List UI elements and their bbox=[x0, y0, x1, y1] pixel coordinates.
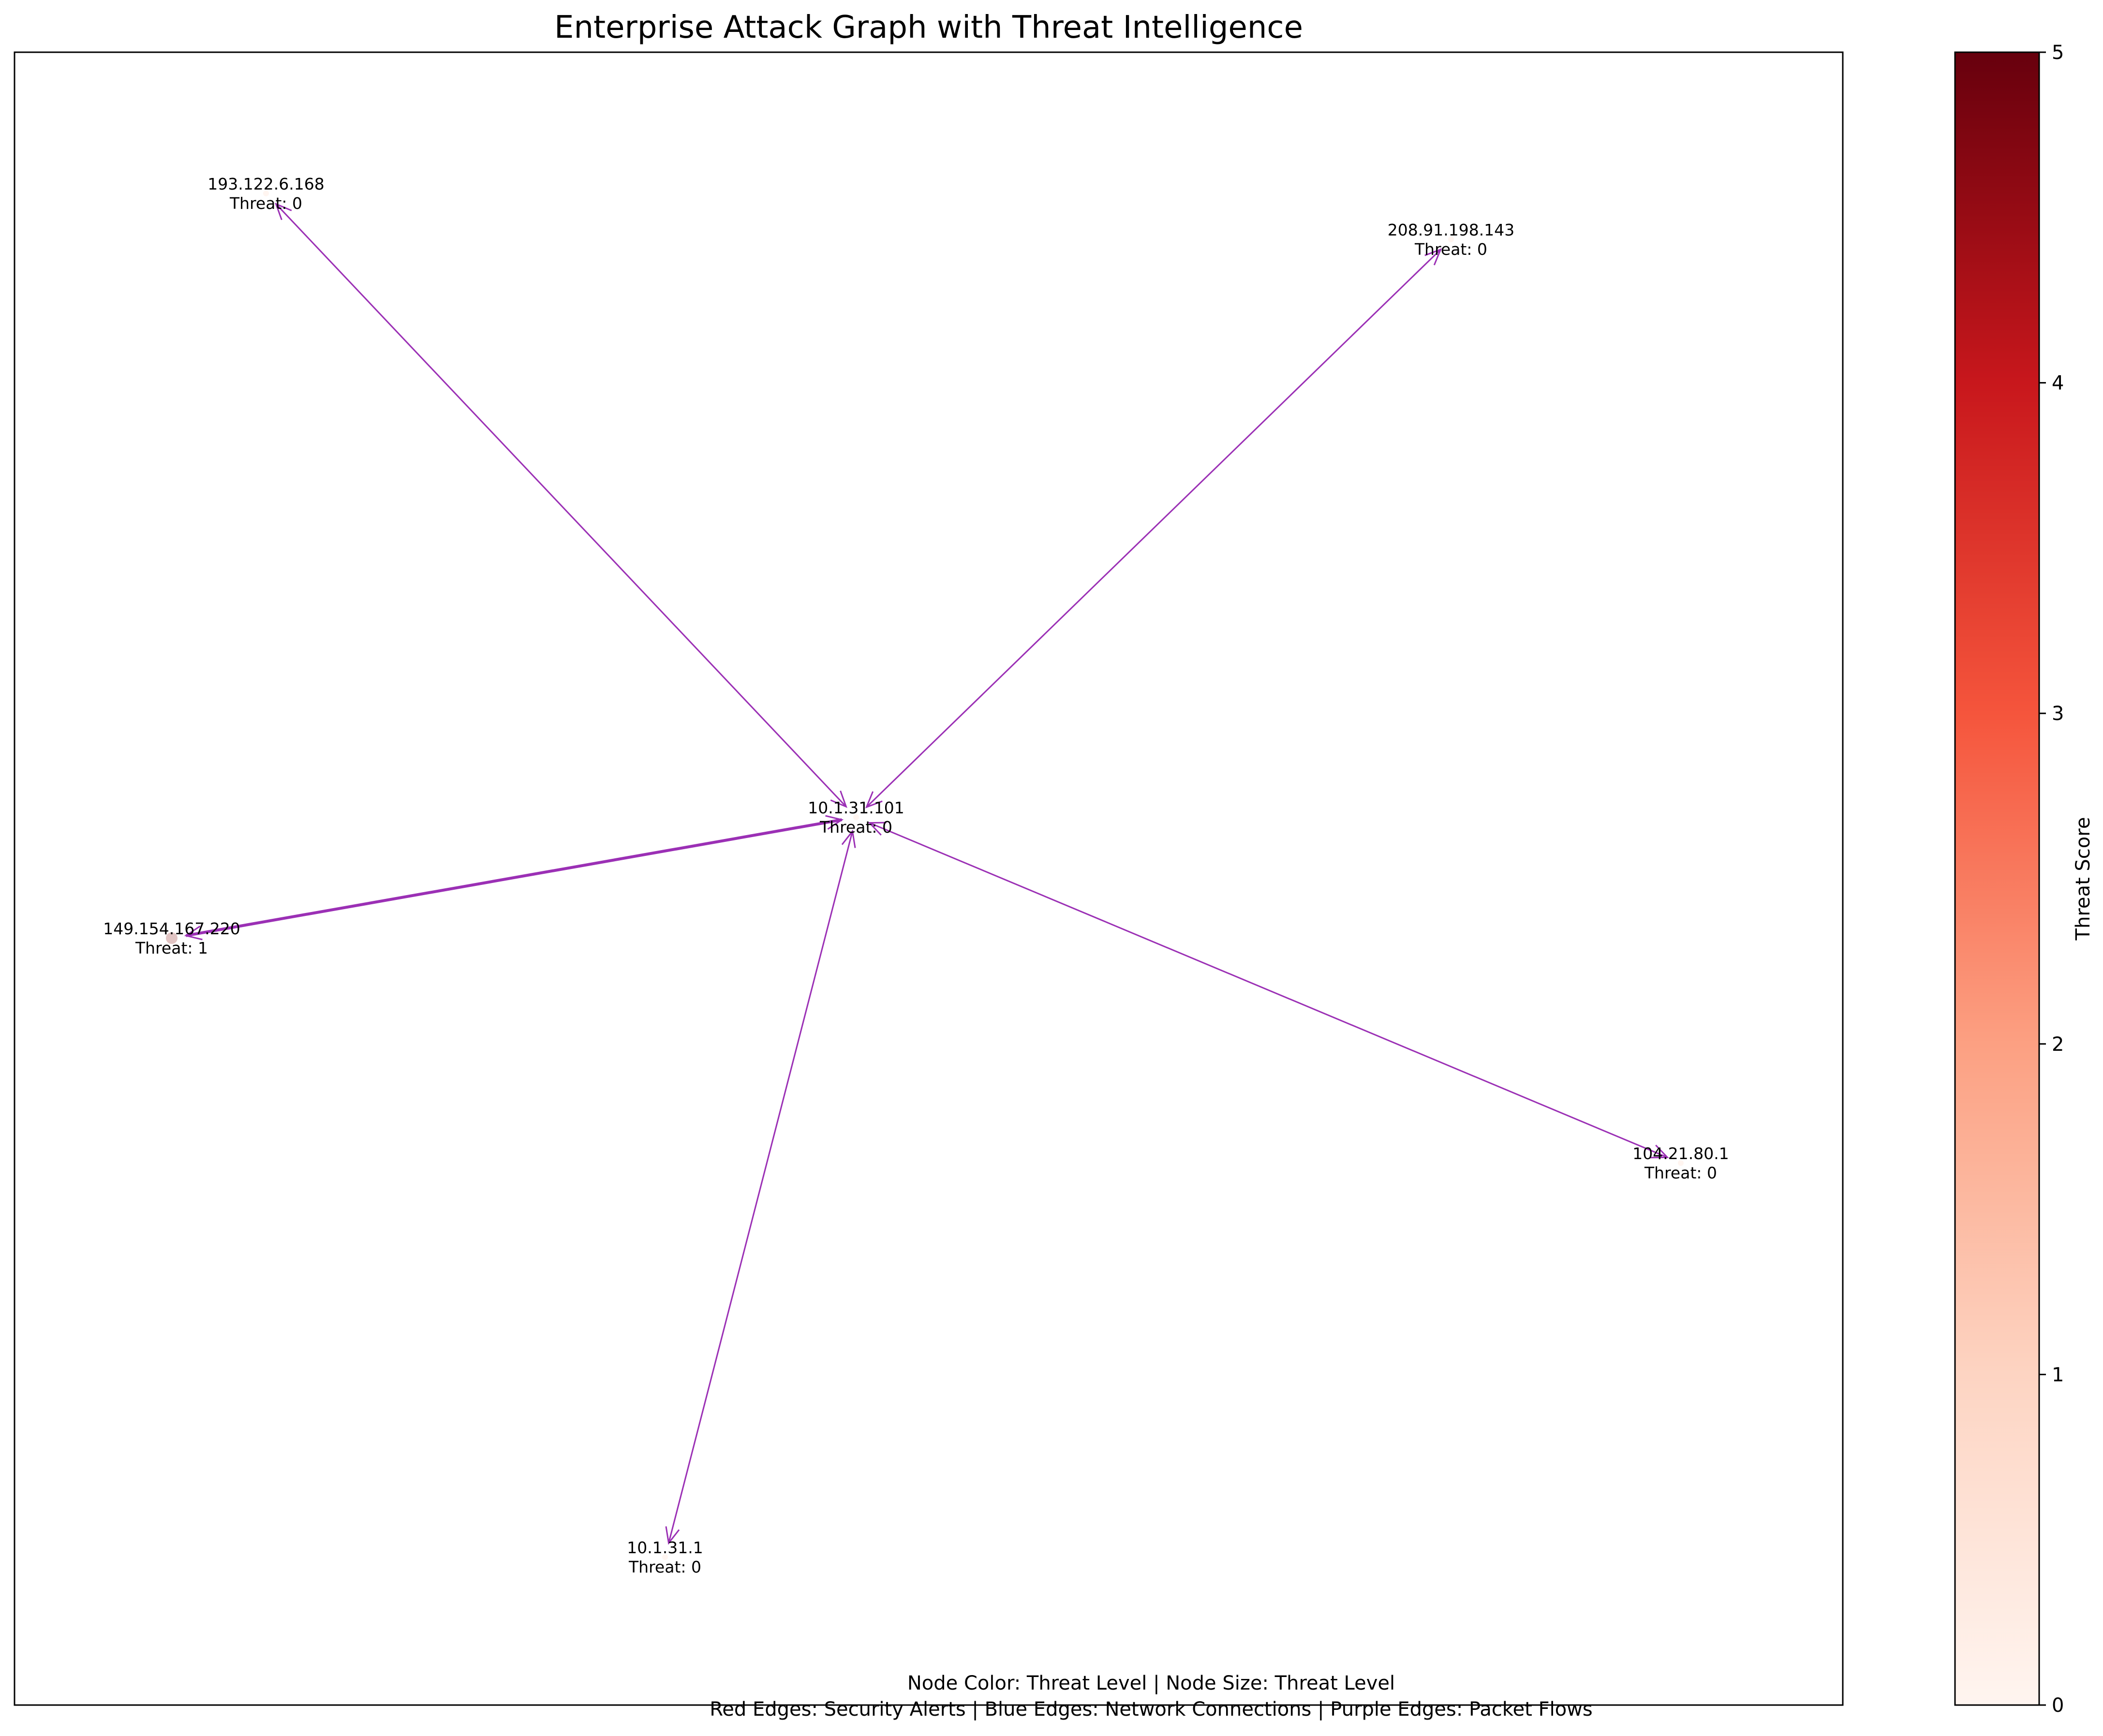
edge-10.1.31.101-104.21.80.1 bbox=[868, 822, 1669, 1159]
node-marker[interactable] bbox=[662, 1554, 668, 1560]
colorbar-gradient bbox=[1954, 51, 2040, 1706]
node-name-label: 208.91.198.143 bbox=[1388, 221, 1514, 239]
edge-10.1.31.101-149.154.167.220 bbox=[184, 815, 844, 941]
edge-arrowhead bbox=[184, 926, 203, 941]
edge-line bbox=[186, 818, 842, 937]
edge-arrowhead bbox=[830, 790, 847, 808]
node-name-label: 104.21.80.1 bbox=[1632, 1144, 1729, 1163]
colorbar-tick-label: 2 bbox=[2052, 1033, 2064, 1056]
edge-arrowhead bbox=[868, 822, 887, 836]
node-threat-label: Threat: 0 bbox=[819, 818, 892, 837]
colorbar-tick-label: 1 bbox=[2052, 1364, 2064, 1386]
plot-frame bbox=[14, 51, 1844, 1706]
node-name-label: 10.1.31.101 bbox=[808, 798, 904, 817]
edge-line bbox=[668, 831, 853, 1544]
edge-line bbox=[275, 203, 847, 808]
edge-arrowhead bbox=[275, 203, 292, 221]
node-threat-label: Threat: 0 bbox=[229, 194, 302, 213]
legend-caption-node: Node Color: Threat Level | Node Size: Th… bbox=[907, 1672, 1395, 1694]
edge-10.1.31.101-193.122.6.168 bbox=[275, 203, 847, 808]
node-name-label: 193.122.6.168 bbox=[207, 175, 324, 193]
node-threat-label: Threat: 0 bbox=[628, 1558, 701, 1576]
edge-arrowhead bbox=[841, 829, 856, 848]
graph-title: Enterprise Attack Graph with Threat Inte… bbox=[554, 10, 1303, 45]
colorbar: 0 1 2 3 4 5 Threat Score bbox=[1954, 42, 2094, 1717]
edge-arrowhead bbox=[665, 1526, 680, 1545]
edge-arrowhead bbox=[1650, 1145, 1669, 1159]
edge-arrowhead bbox=[865, 791, 883, 809]
colorbar-tick-label: 0 bbox=[2052, 1694, 2064, 1717]
node-threat-label: Threat: 0 bbox=[1414, 240, 1487, 259]
legend-caption-edges: Red Edges: Security Alerts | Blue Edges:… bbox=[710, 1698, 1593, 1721]
node-name-label: 10.1.31.1 bbox=[627, 1538, 703, 1557]
node-name-label: 149.154.167.220 bbox=[103, 919, 240, 938]
node-marker[interactable] bbox=[1678, 1160, 1684, 1166]
colorbar-label: Threat Score bbox=[2072, 817, 2094, 941]
node-marker[interactable] bbox=[263, 191, 269, 196]
edge-line bbox=[869, 822, 1668, 1158]
node-marker[interactable] bbox=[853, 814, 859, 820]
colorbar-tick-label: 3 bbox=[2052, 703, 2064, 725]
edge-line bbox=[866, 249, 1441, 808]
edge-10.1.31.101-10.1.31.1 bbox=[665, 829, 856, 1545]
node-marker[interactable] bbox=[166, 932, 178, 944]
colorbar-ticks: 0 1 2 3 4 5 bbox=[2039, 42, 2064, 1717]
edge-10.1.31.101-208.91.198.143 bbox=[865, 248, 1442, 809]
colorbar-tick-label: 5 bbox=[2052, 42, 2064, 64]
colorbar-tick-label: 4 bbox=[2052, 372, 2064, 395]
edge-arrowhead bbox=[825, 815, 844, 830]
edge-arrowhead bbox=[1424, 248, 1442, 265]
node-threat-label: Threat: 0 bbox=[1644, 1163, 1717, 1182]
node-threat-label: Threat: 1 bbox=[135, 939, 208, 957]
edges-layer bbox=[184, 203, 1669, 1545]
node-marker[interactable] bbox=[1448, 236, 1454, 242]
